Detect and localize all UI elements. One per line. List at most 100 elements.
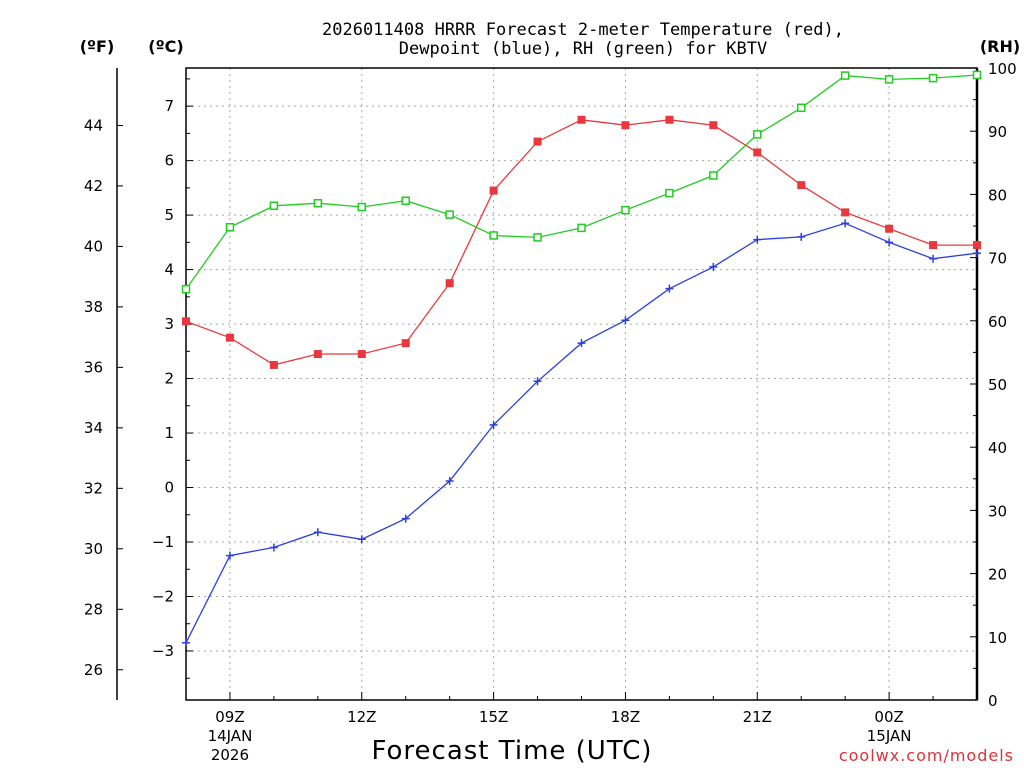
rh-tick-label: 20 <box>988 566 1007 584</box>
rh-point <box>665 188 674 198</box>
tick-labels: −3−2−10123456726283032343638404244010203… <box>84 60 1017 764</box>
rh-point <box>972 70 982 80</box>
temperature-point <box>621 121 630 130</box>
rh-point <box>181 284 191 294</box>
dewpoint-point <box>401 514 410 523</box>
fahrenheit-tick-label: 38 <box>84 298 103 316</box>
rh-point <box>445 210 454 219</box>
dewpoint-point <box>709 262 718 271</box>
dewpoint-point <box>313 528 322 537</box>
x-tick-label: 18Z <box>611 708 640 726</box>
temperature-point <box>357 350 366 359</box>
temperature-line <box>185 119 977 366</box>
fahrenheit-tick-label: 44 <box>84 116 103 134</box>
rh-point <box>577 223 586 233</box>
temperature-point <box>753 148 762 157</box>
fahrenheit-tick-label: 26 <box>84 661 103 679</box>
rh-tick-label: 40 <box>988 439 1007 457</box>
rh-point <box>753 130 762 139</box>
temperature-point <box>225 333 234 342</box>
credit-text[interactable]: coolwx.com/models <box>839 746 1014 765</box>
fahrenheit-tick-label: 30 <box>84 540 103 558</box>
rh-point <box>357 202 367 212</box>
temperature-point <box>489 186 498 195</box>
x-tick-label: 15Z <box>479 708 508 726</box>
rh-axis-unit: (RH) <box>980 37 1020 56</box>
rh-tick-label: 30 <box>988 502 1007 520</box>
data-series <box>181 70 982 647</box>
rh-point <box>796 103 806 113</box>
dewpoint-point <box>269 543 278 552</box>
fahrenheit-tick-label: 36 <box>84 358 103 376</box>
dewpoint-point <box>665 284 674 293</box>
rh-series <box>181 70 982 294</box>
chart-title-line1: 2026011408 HRRR Forecast 2-meter Tempera… <box>322 20 844 40</box>
dewpoint-point <box>182 638 190 647</box>
x-tick-date: 14JAN <box>208 727 253 745</box>
temperature-point <box>577 115 586 124</box>
temperature-point <box>885 224 894 233</box>
temperature-point <box>841 208 850 217</box>
rh-tick-label: 100 <box>988 60 1017 78</box>
chart-title-line2: Dewpoint (blue), RH (green) for KBTV <box>399 39 767 59</box>
rh-tick-label: 70 <box>988 250 1007 268</box>
celsius-tick-label: −3 <box>152 642 174 660</box>
fahrenheit-tick-label: 40 <box>84 237 103 255</box>
rh-tick-label: 90 <box>988 123 1007 141</box>
rh-tick-label: 60 <box>988 313 1007 331</box>
dewpoint-point <box>753 235 762 244</box>
fahrenheit-axis-unit: (ºF) <box>80 37 115 56</box>
celsius-tick-label: 6 <box>164 152 174 170</box>
x-axis-label: Forecast Time (UTC) <box>371 736 652 766</box>
celsius-tick-label: 3 <box>164 315 174 333</box>
temperature-point <box>929 241 938 250</box>
celsius-tick-label: 2 <box>164 370 174 388</box>
rh-point <box>489 231 498 240</box>
temperature-point <box>401 339 410 348</box>
rh-point <box>225 223 235 232</box>
x-tick-label: 21Z <box>743 708 772 726</box>
dewpoint-point <box>797 232 806 241</box>
rh-line <box>185 74 978 290</box>
dewpoint-point <box>357 535 366 544</box>
temperature-point <box>973 241 981 250</box>
plot-frame <box>185 67 978 701</box>
temperature-point <box>797 181 806 190</box>
fahrenheit-tick-label: 34 <box>84 419 103 437</box>
rh-point <box>313 198 323 208</box>
rh-point <box>709 171 718 180</box>
grid-lines <box>186 68 977 700</box>
celsius-tick-label: 5 <box>164 206 174 224</box>
dewpoint-point <box>621 316 630 325</box>
celsius-tick-label: 1 <box>164 424 174 442</box>
temperature-point <box>533 137 542 146</box>
dewpoint-point <box>489 420 498 429</box>
x-tick-date: 15JAN <box>867 727 912 745</box>
rh-point <box>401 196 410 205</box>
dewpoint-point <box>929 254 938 263</box>
celsius-tick-label: −1 <box>152 533 174 551</box>
rh-point <box>884 75 894 84</box>
temperature-point <box>313 350 322 359</box>
x-tick-label: 09Z <box>215 708 244 726</box>
celsius-tick-label: 4 <box>164 261 174 279</box>
celsius-tick-label: 0 <box>164 479 174 497</box>
celsius-axis-unit: (ºC) <box>148 37 183 56</box>
rh-point <box>533 233 542 242</box>
x-tick-label: 00Z <box>874 708 903 726</box>
dewpoint-series <box>182 219 981 647</box>
x-tick-year: 2026 <box>211 746 249 764</box>
temperature-point <box>445 279 454 288</box>
axes <box>116 67 979 701</box>
temperature-point <box>182 317 190 326</box>
dewpoint-point <box>577 339 586 348</box>
celsius-tick-label: 7 <box>164 97 174 115</box>
temperature-point <box>269 360 278 369</box>
dewpoint-point <box>885 238 894 247</box>
fahrenheit-tick-label: 42 <box>84 177 103 195</box>
rh-tick-label: 80 <box>988 186 1007 204</box>
temperature-point <box>709 121 718 130</box>
temperature-series <box>182 115 981 369</box>
dewpoint-point <box>225 551 234 560</box>
